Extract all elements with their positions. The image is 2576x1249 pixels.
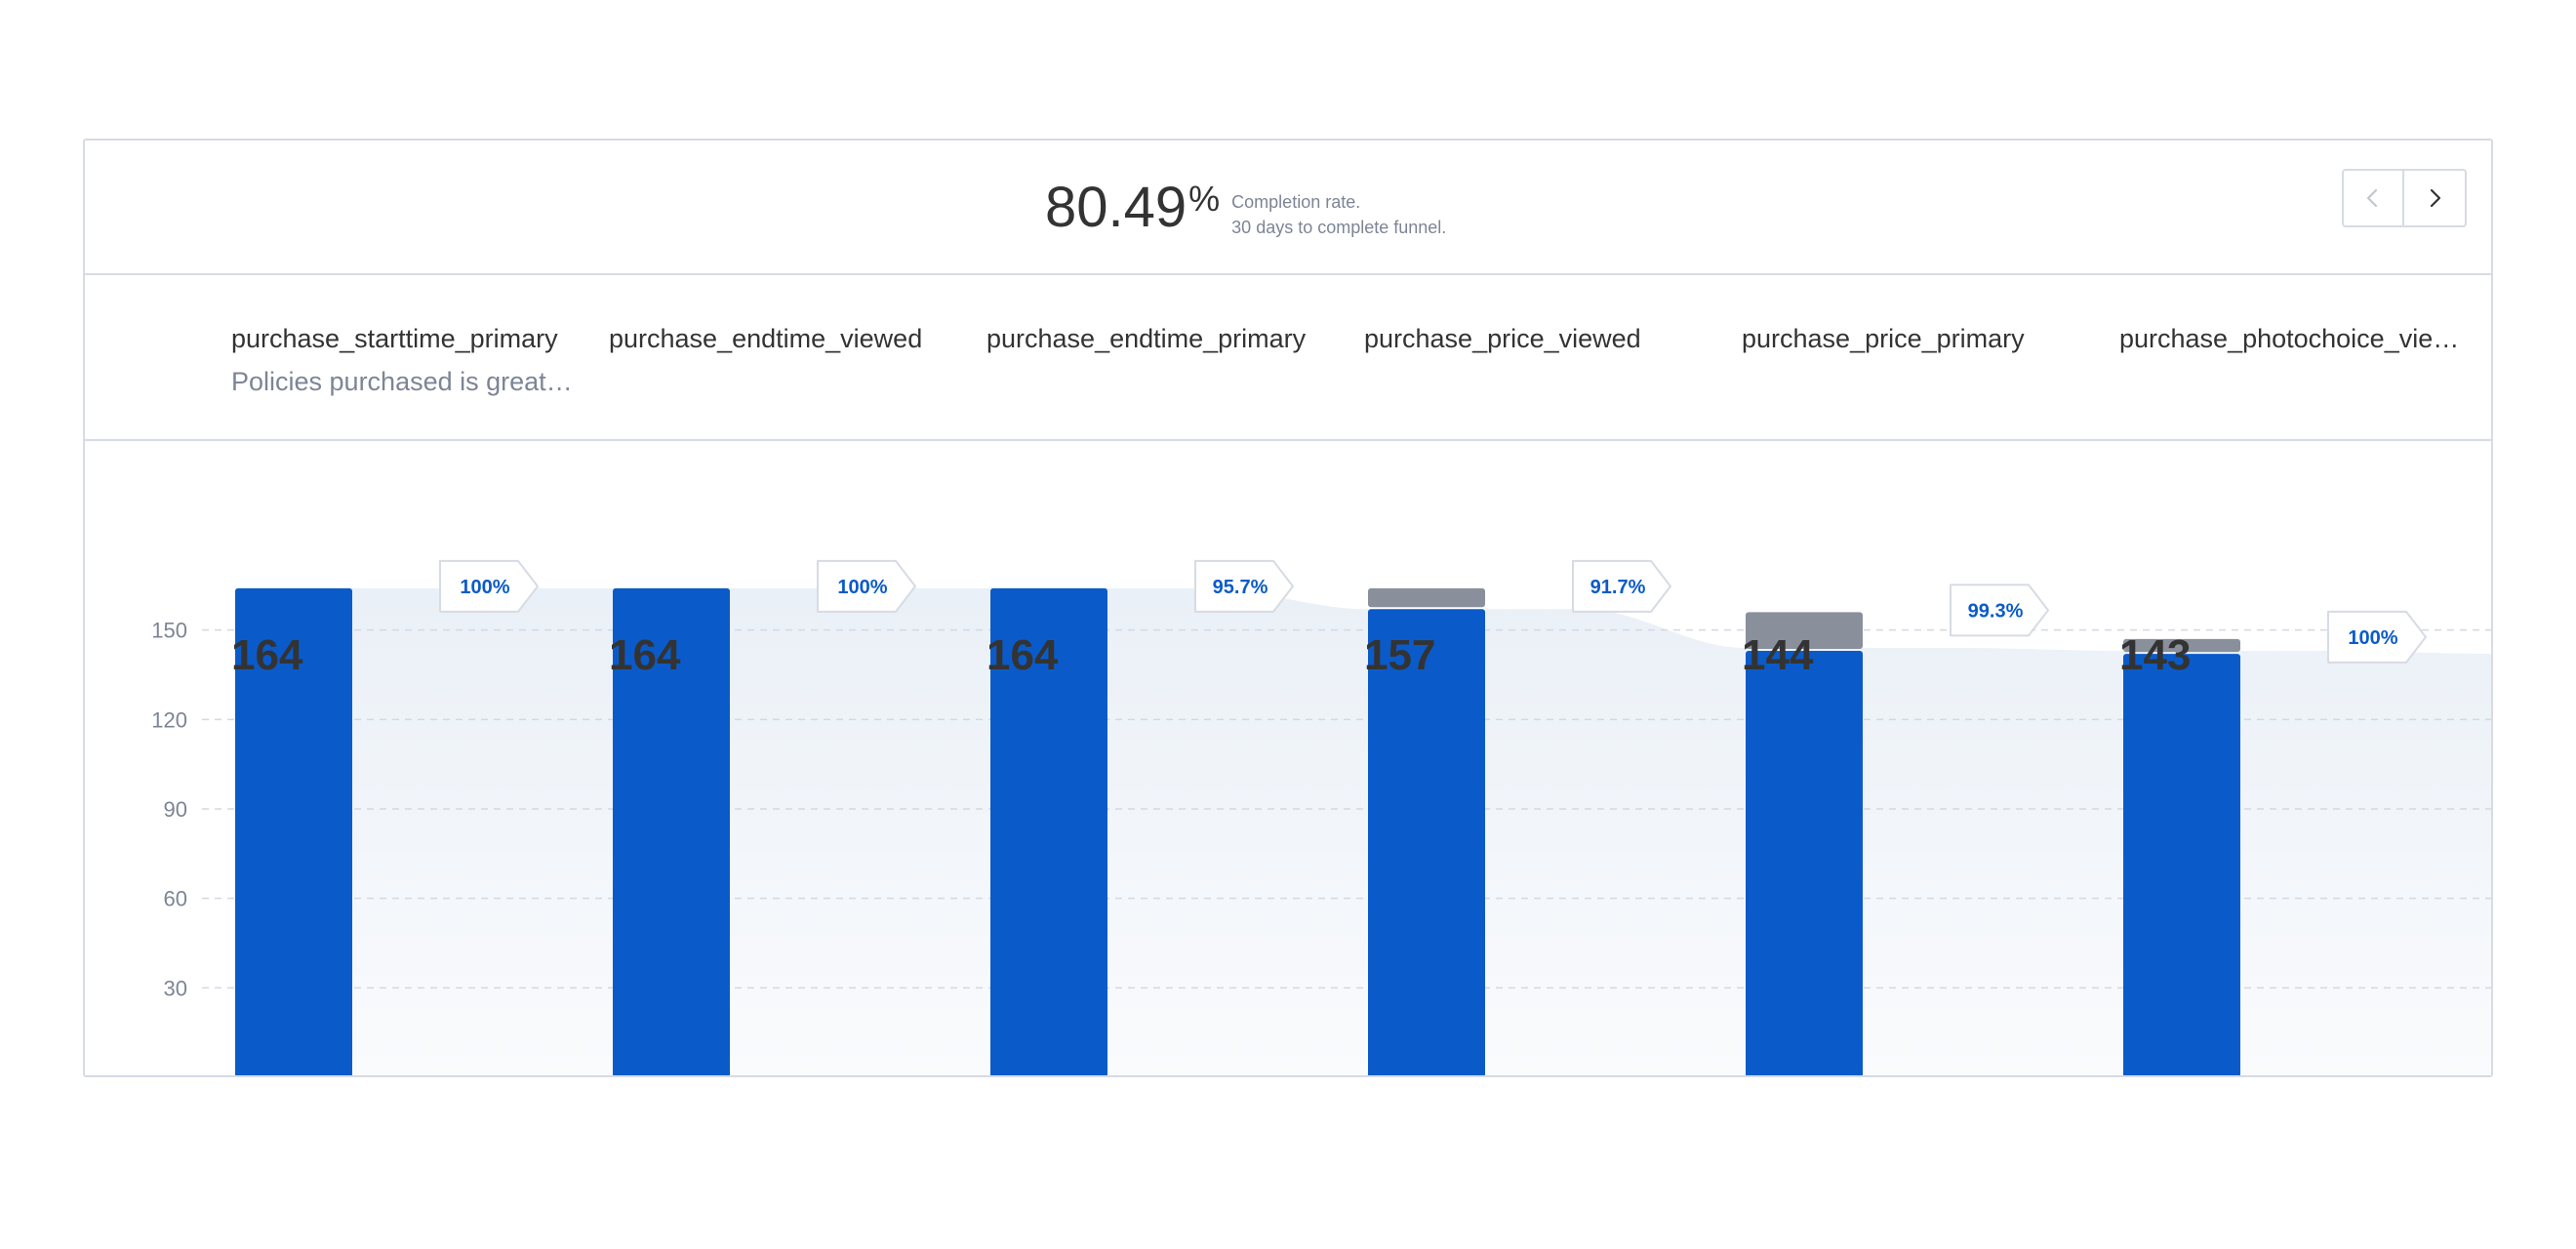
bar-converted	[990, 587, 1107, 1075]
step-name: purchase_starttime_primary	[231, 324, 558, 353]
step-count-label: 144	[1742, 631, 1814, 679]
funnel-step[interactable]: purchase_price_viewed	[1364, 322, 1715, 365]
y-tick-label: 150	[151, 619, 187, 643]
step-count-label: 164	[986, 631, 1059, 679]
step-name: purchase_photochoice_vie…	[2119, 324, 2460, 353]
y-tick-label: 90	[164, 797, 187, 822]
conversion-tag	[1950, 584, 2049, 637]
funnel-chart: 30 60 90 120 150 164 164 164 157 144 143 100% 100% 9…	[151, 559, 2491, 1075]
conversion-rate-label: 91.7%	[1590, 577, 1646, 598]
funnel-steps-header: purchase_starttime_primary Policies purc…	[85, 275, 2491, 441]
completion-rate-text: Completion rate. 30 days to complete fun…	[1231, 189, 1446, 240]
funnel-window-label: 30 days to complete funnel.	[1231, 218, 1447, 237]
y-tick-label: 60	[164, 887, 187, 911]
funnel-step[interactable]: purchase_starttime_primary Policies purc…	[231, 322, 583, 398]
bar-converted	[613, 587, 730, 1075]
step-count-label: 164	[231, 631, 303, 679]
bar-dropped	[2123, 638, 2240, 653]
step-navigation	[2342, 169, 2467, 227]
conversion-tag	[817, 559, 916, 613]
completion-rate-unit: %	[1188, 179, 1221, 219]
conversion-tag	[1194, 559, 1294, 613]
funnel-panel: 80.49 % Completion rate. 30 days to comp…	[83, 139, 2493, 1077]
conversion-tag	[2327, 610, 2427, 664]
y-tick-label: 30	[164, 976, 187, 1000]
funnel-step[interactable]: purchase_endtime_primary	[986, 322, 1338, 365]
step-filter: Policies purchased is great…	[231, 367, 573, 396]
step-count-label: 143	[2119, 631, 2191, 679]
funnel-step[interactable]: purchase_price_primary	[1742, 322, 2093, 365]
step-name: purchase_price_viewed	[1364, 324, 1641, 353]
funnel-step[interactable]: purchase_photochoice_vie…	[2119, 322, 2471, 365]
funnel-step[interactable]: purchase_endtime_viewed	[609, 322, 960, 365]
completion-rate: 80.49 % Completion rate. 30 days to comp…	[1045, 176, 1446, 240]
bar-converted	[235, 587, 352, 1075]
conversion-rate-label: 100%	[837, 577, 887, 598]
completion-rate-label: Completion rate.	[1231, 192, 1361, 212]
conversion-rate-label: 99.3%	[1968, 600, 2024, 622]
bar-converted	[2123, 654, 2240, 1075]
step-count-label: 164	[609, 631, 681, 679]
bar-dropped	[1746, 612, 1863, 650]
funnel-header: 80.49 % Completion rate. 30 days to comp…	[85, 141, 2491, 275]
y-tick-label: 120	[151, 707, 187, 732]
step-name: purchase_endtime_primary	[986, 324, 1307, 353]
prev-step-button[interactable]	[2342, 169, 2404, 227]
conversion-rate-label: 95.7%	[1213, 577, 1268, 598]
conversion-rate-label: 100%	[2348, 627, 2397, 649]
bar-converted	[1368, 609, 1485, 1075]
bar-dropped	[1368, 587, 1485, 608]
completion-rate-value: 80.49	[1045, 176, 1187, 239]
bar-converted	[1746, 651, 1863, 1075]
conversion-area	[235, 587, 2491, 1075]
conversion-tag	[439, 559, 539, 613]
chevron-right-icon	[2430, 188, 2441, 208]
step-name: purchase_endtime_viewed	[609, 324, 923, 353]
step-name: purchase_price_primary	[1742, 324, 2025, 353]
conversion-rate-label: 100%	[460, 577, 509, 598]
conversion-tag	[1572, 559, 1671, 613]
chevron-left-icon	[2366, 188, 2378, 208]
next-step-button[interactable]	[2404, 169, 2467, 227]
step-count-label: 157	[1364, 631, 1435, 679]
